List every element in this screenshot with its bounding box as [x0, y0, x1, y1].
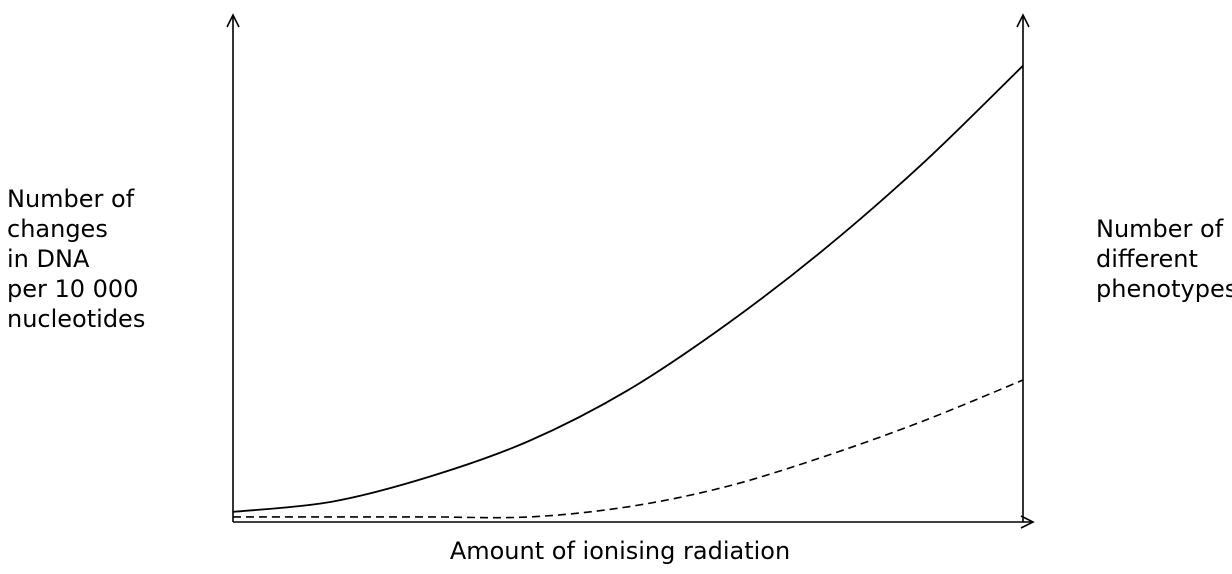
series-lines: [232, 65, 1024, 519]
axes: [226, 13, 1035, 529]
left-y-axis-label-line: in DNA: [7, 245, 90, 273]
right-y-axis-label: Number of different phenotypes: [1096, 214, 1232, 304]
left-y-axis-label-line: Number of: [7, 185, 135, 213]
right-y-axis-label-line: phenotypes: [1096, 275, 1232, 303]
left-y-axis-label-line: nucleotides: [7, 305, 146, 333]
right-y-axis-label-line: Number of: [1096, 215, 1224, 243]
left-y-axis-label-line: per 10 000: [7, 275, 139, 303]
x-axis-label: Amount of ionising radiation: [449, 537, 791, 565]
left-y-axis-label: Number of changes in DNA per 10 000 nucl…: [7, 184, 145, 334]
left-y-axis-arrow-icon: [226, 13, 240, 28]
right-y-axis-label-line: different: [1096, 245, 1198, 273]
left-y-axis-label-line: changes: [7, 215, 108, 243]
solid-series-line: [232, 65, 1024, 513]
right-y-axis-arrow-icon: [1016, 13, 1030, 28]
dashed-series-line: [233, 379, 1024, 519]
x-axis-arrow-icon: [1020, 515, 1035, 529]
